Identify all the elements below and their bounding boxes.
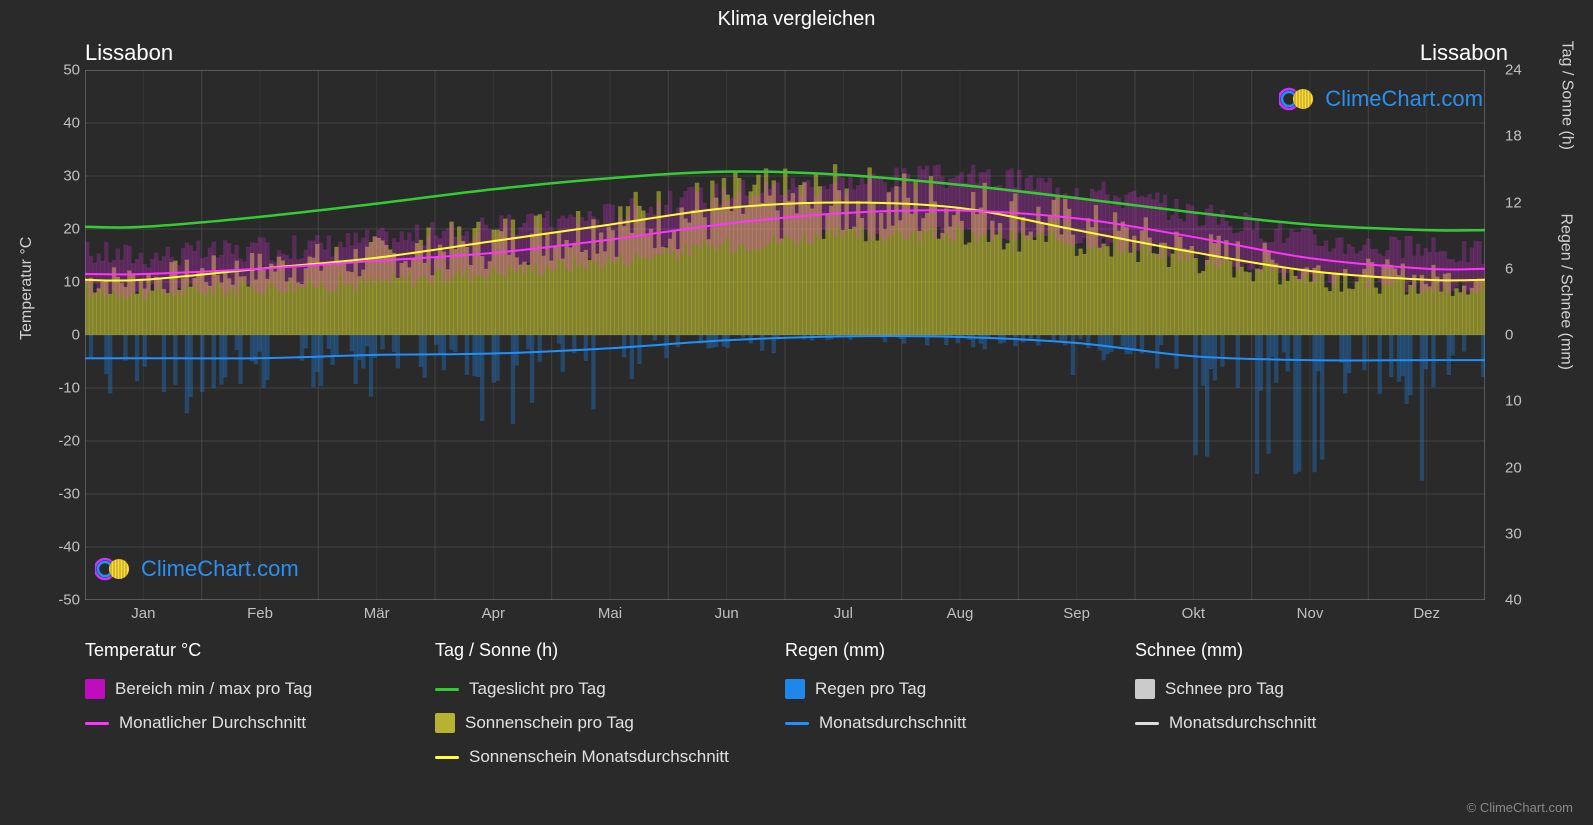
legend-label: Monatsdurchschnitt (1169, 713, 1316, 733)
tick-left: -10 (40, 380, 80, 397)
legend-column: Regen (mm) Regen pro Tag Monatsdurchschnit… (785, 640, 1135, 767)
legend-label: Sonnenschein Monatsdurchschnitt (469, 747, 729, 767)
legend-item: Monatsdurchschnitt (785, 713, 1135, 733)
month-label: Mär (364, 605, 390, 622)
month-label: Apr (482, 605, 505, 622)
legend-swatch (1135, 679, 1155, 699)
month-label: Sep (1063, 605, 1090, 622)
tick-right-sun: 12 (1505, 194, 1545, 211)
logo-icon (1279, 85, 1319, 113)
legend-swatch (785, 722, 809, 725)
tick-left: -30 (40, 486, 80, 503)
month-label: Feb (247, 605, 273, 622)
legend-item: Schnee pro Tag (1135, 679, 1485, 699)
watermark-text: ClimeChart.com (1325, 86, 1483, 112)
legend-item: Monatlicher Durchschnitt (85, 713, 435, 733)
legend-item: Tageslicht pro Tag (435, 679, 785, 699)
tick-left: 30 (40, 168, 80, 185)
tick-right-sun: 24 (1505, 62, 1545, 79)
legend-label: Monatsdurchschnitt (819, 713, 966, 733)
logo-icon (95, 555, 135, 583)
y-axis-right-rain-label: Regen / Schnee (mm) (1557, 213, 1575, 370)
location-right: Lissabon (1420, 40, 1508, 66)
month-label: Aug (947, 605, 974, 622)
month-label: Jun (715, 605, 739, 622)
legend-item: Monatsdurchschnitt (1135, 713, 1485, 733)
tick-left: -20 (40, 433, 80, 450)
legend-item: Sonnenschein Monatsdurchschnitt (435, 747, 785, 767)
tick-left: -40 (40, 539, 80, 556)
watermark-top: ClimeChart.com (1279, 85, 1483, 113)
legend-header: Schnee (mm) (1135, 640, 1485, 661)
month-label: Mai (598, 605, 622, 622)
tick-left: 50 (40, 62, 80, 79)
tick-right-rain: 20 (1505, 459, 1545, 476)
tick-left: 40 (40, 115, 80, 132)
legend-label: Monatlicher Durchschnitt (119, 713, 306, 733)
month-label: Nov (1297, 605, 1324, 622)
legend-swatch (85, 722, 109, 725)
legend-swatch (435, 688, 459, 691)
y-axis-right-sun-label: Tag / Sonne (h) (1557, 41, 1575, 150)
legend-label: Regen pro Tag (815, 679, 926, 699)
legend-swatch (1135, 722, 1159, 725)
tick-right-rain: 40 (1505, 592, 1545, 609)
tick-left: 0 (40, 327, 80, 344)
tick-left: -50 (40, 592, 80, 609)
month-label: Jan (131, 605, 155, 622)
legend-header: Temperatur °C (85, 640, 435, 661)
tick-right-sun: 18 (1505, 128, 1545, 145)
legend-item: Bereich min / max pro Tag (85, 679, 435, 699)
copyright: © ClimeChart.com (1467, 800, 1573, 815)
legend-item: Regen pro Tag (785, 679, 1135, 699)
legend-swatch (785, 679, 805, 699)
legend-label: Bereich min / max pro Tag (115, 679, 312, 699)
legend-swatch (435, 713, 455, 733)
legend-item: Sonnenschein pro Tag (435, 713, 785, 733)
month-label: Okt (1182, 605, 1205, 622)
legend-column: Temperatur °C Bereich min / max pro Tag Mo… (85, 640, 435, 767)
legend-column: Tag / Sonne (h) Tageslicht pro Tag Sonnens… (435, 640, 785, 767)
plot-svg (85, 70, 1485, 600)
location-left: Lissabon (85, 40, 173, 66)
y-axis-left-label: Temperatur °C (18, 237, 36, 340)
tick-right-sun: 0 (1505, 327, 1545, 344)
legend-label: Schnee pro Tag (1165, 679, 1284, 699)
legend: Temperatur °C Bereich min / max pro Tag Mo… (85, 640, 1485, 767)
tick-right-rain: 30 (1505, 525, 1545, 542)
legend-header: Regen (mm) (785, 640, 1135, 661)
tick-left: 10 (40, 274, 80, 291)
watermark-bottom: ClimeChart.com (95, 555, 299, 583)
legend-column: Schnee (mm) Schnee pro Tag Monatsdurchschn… (1135, 640, 1485, 767)
legend-swatch (85, 679, 105, 699)
tick-left: 20 (40, 221, 80, 238)
chart-container: Klima vergleichen Lissabon Lissabon Temp… (0, 0, 1593, 825)
legend-label: Sonnenschein pro Tag (465, 713, 634, 733)
chart-area (85, 70, 1485, 600)
tick-right-sun: 6 (1505, 260, 1545, 277)
legend-swatch (435, 756, 459, 759)
watermark-text: ClimeChart.com (141, 556, 299, 582)
chart-title: Klima vergleichen (0, 0, 1593, 31)
legend-label: Tageslicht pro Tag (469, 679, 606, 699)
legend-header: Tag / Sonne (h) (435, 640, 785, 661)
month-label: Jul (834, 605, 853, 622)
tick-right-rain: 10 (1505, 393, 1545, 410)
month-label: Dez (1413, 605, 1440, 622)
